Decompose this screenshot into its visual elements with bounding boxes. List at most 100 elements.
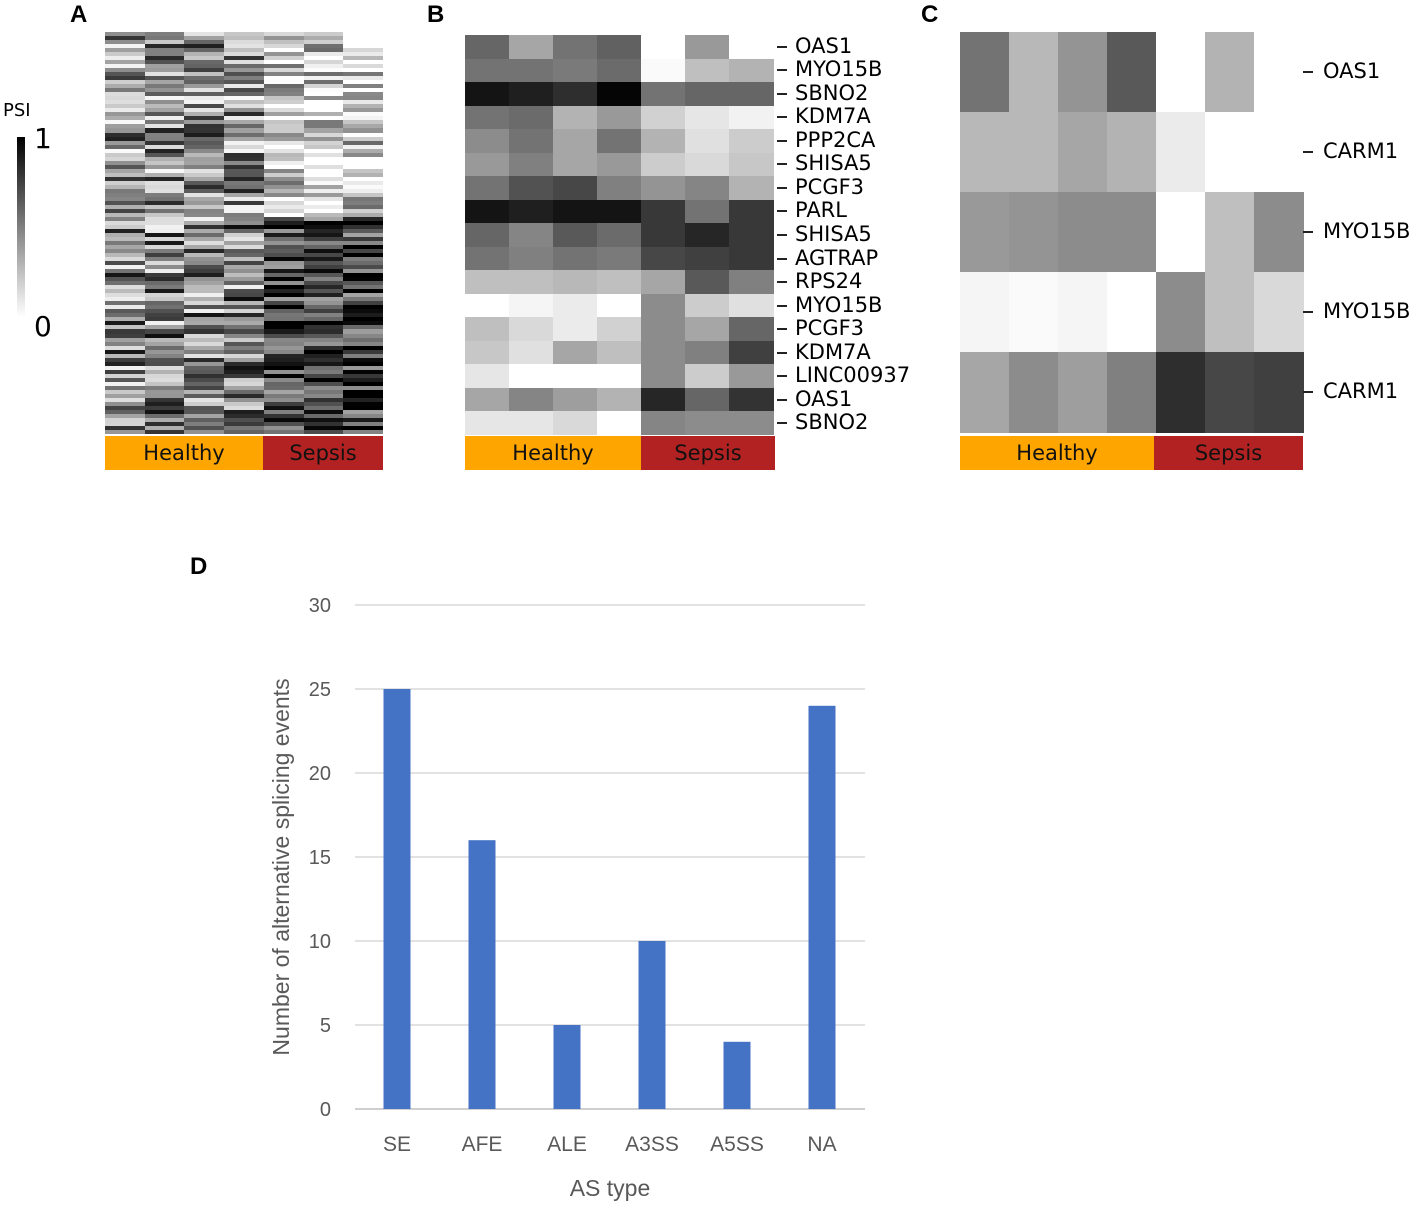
heatmap-a-cell <box>263 293 305 298</box>
heatmap-a-cell <box>303 32 344 37</box>
heatmap-b-row-label: AGTRAP <box>795 245 879 270</box>
heatmap-a-cell <box>263 237 305 242</box>
heatmap-a-cell <box>105 80 146 85</box>
heatmap-a-cell <box>263 128 305 133</box>
heatmap-a-cell <box>343 116 383 121</box>
heatmap-a-cell <box>144 208 185 214</box>
heatmap-a-cell <box>105 156 146 162</box>
heatmap-a-cell <box>105 176 146 182</box>
heatmap-a-cell <box>343 220 383 226</box>
heatmap-a-cell <box>184 160 225 166</box>
heatmap-c-cell <box>1156 192 1206 273</box>
heatmap-a-cell <box>303 369 344 375</box>
heatmap-a-cell <box>224 192 265 198</box>
heatmap-a-cell <box>263 56 305 61</box>
heatmap-a-cell <box>105 164 146 170</box>
heatmap-b-cell <box>509 411 554 436</box>
heatmap-b-row-label: SBNO2 <box>795 410 869 435</box>
heatmap-a-cell <box>343 241 383 246</box>
heatmap-a-cell <box>263 92 305 97</box>
heatmap-a-cell <box>303 257 344 262</box>
heatmap-a-cell <box>144 140 185 146</box>
heatmap-a-cell <box>303 228 344 234</box>
heatmap-a-cell <box>144 160 185 166</box>
heatmap-a-cell <box>343 92 383 97</box>
heatmap-a-cell <box>303 44 344 49</box>
heatmap-a-cell <box>184 112 225 117</box>
heatmap-b-cell <box>641 340 686 365</box>
heatmap-a-cell <box>303 281 344 286</box>
heatmap-a-cell <box>263 104 305 109</box>
heatmap-a-cell <box>224 68 265 73</box>
heatmap-a-cell <box>343 397 383 403</box>
heatmap-a-cell <box>263 120 305 125</box>
heatmap-a-cell <box>343 237 383 242</box>
heatmap-a-cell <box>263 337 305 343</box>
heatmap-a-cell <box>343 124 383 129</box>
heatmap-a-cell <box>144 361 185 367</box>
heatmap-b-cell <box>641 293 686 318</box>
heatmap-a-cell <box>303 100 344 105</box>
heatmap-a-cell <box>105 60 146 65</box>
heatmap-a-cell <box>105 56 146 61</box>
heatmap-b-cell <box>509 82 554 107</box>
heatmap-a-cell <box>224 389 265 395</box>
heatmap-a-cell <box>343 108 383 113</box>
heatmap-a-cell <box>303 64 344 69</box>
heatmap-b-cell <box>597 246 642 271</box>
heatmap-b-row-tick <box>777 281 787 284</box>
heatmap-a-cell <box>105 337 146 343</box>
heatmap-b-cell <box>685 35 730 60</box>
heatmap-b-cell <box>553 152 598 177</box>
heatmap-a-cell <box>263 52 305 57</box>
heatmap-b-cell <box>729 246 774 271</box>
heatmap-a-cell <box>184 188 225 194</box>
heatmap-c-cell <box>1058 352 1108 433</box>
heatmap-b-cell <box>597 293 642 318</box>
heatmap-b-cell <box>465 152 510 177</box>
heatmap-a-cell <box>343 261 383 266</box>
heatmap-a-cell <box>184 116 225 121</box>
bar-ale <box>553 1025 581 1109</box>
heatmap-a-cell <box>224 144 265 150</box>
heatmap-a-cell <box>224 104 265 109</box>
heatmap-a-cell <box>343 128 383 133</box>
heatmap-b-row-tick <box>777 398 787 401</box>
heatmap-a-cell <box>263 405 305 411</box>
heatmap-a-cell <box>263 413 305 419</box>
psi-legend-title: PSI <box>3 100 31 121</box>
heatmap-b-row-label: MYO15B <box>795 292 883 317</box>
heatmap-a-cell <box>303 357 344 363</box>
heatmap-b-cell <box>553 35 598 60</box>
heatmap-a-cell <box>144 92 185 97</box>
heatmap-b-cell <box>509 387 554 412</box>
heatmap-a-cell <box>184 373 225 379</box>
heatmap-a-cell <box>224 80 265 85</box>
heatmap-a-cell <box>144 164 185 170</box>
heatmap-a-cell <box>263 269 305 274</box>
heatmap-c-cell <box>1254 112 1304 193</box>
heatmap-b-cell <box>553 387 598 412</box>
heatmap-a-cell <box>224 52 265 57</box>
heatmap-a-cell <box>105 32 146 37</box>
heatmap-a-cell <box>263 325 305 330</box>
heatmap-a-cell <box>343 369 383 375</box>
heatmap-a-cell <box>144 425 185 431</box>
heatmap-a-cell <box>144 156 185 162</box>
heatmap-a-cell <box>224 100 265 105</box>
x-tick-label: A5SS <box>710 1133 764 1156</box>
heatmap-a-cell <box>303 140 344 146</box>
heatmap-a-cell <box>303 261 344 266</box>
heatmap-a-cell <box>105 92 146 97</box>
panel-label-c: C <box>921 1 939 28</box>
heatmap-a-cell <box>263 132 305 138</box>
heatmap-a-cell <box>303 108 344 113</box>
heatmap-a-cell <box>263 208 305 214</box>
heatmap-a-cell <box>184 377 225 383</box>
heatmap-c-cell <box>1009 112 1059 193</box>
heatmap-a-cell <box>303 389 344 395</box>
heatmap-a-cell <box>343 297 383 302</box>
heatmap-a-cell <box>224 184 265 190</box>
heatmap-a-cell <box>144 36 185 41</box>
heatmap-a-cell <box>105 297 146 302</box>
